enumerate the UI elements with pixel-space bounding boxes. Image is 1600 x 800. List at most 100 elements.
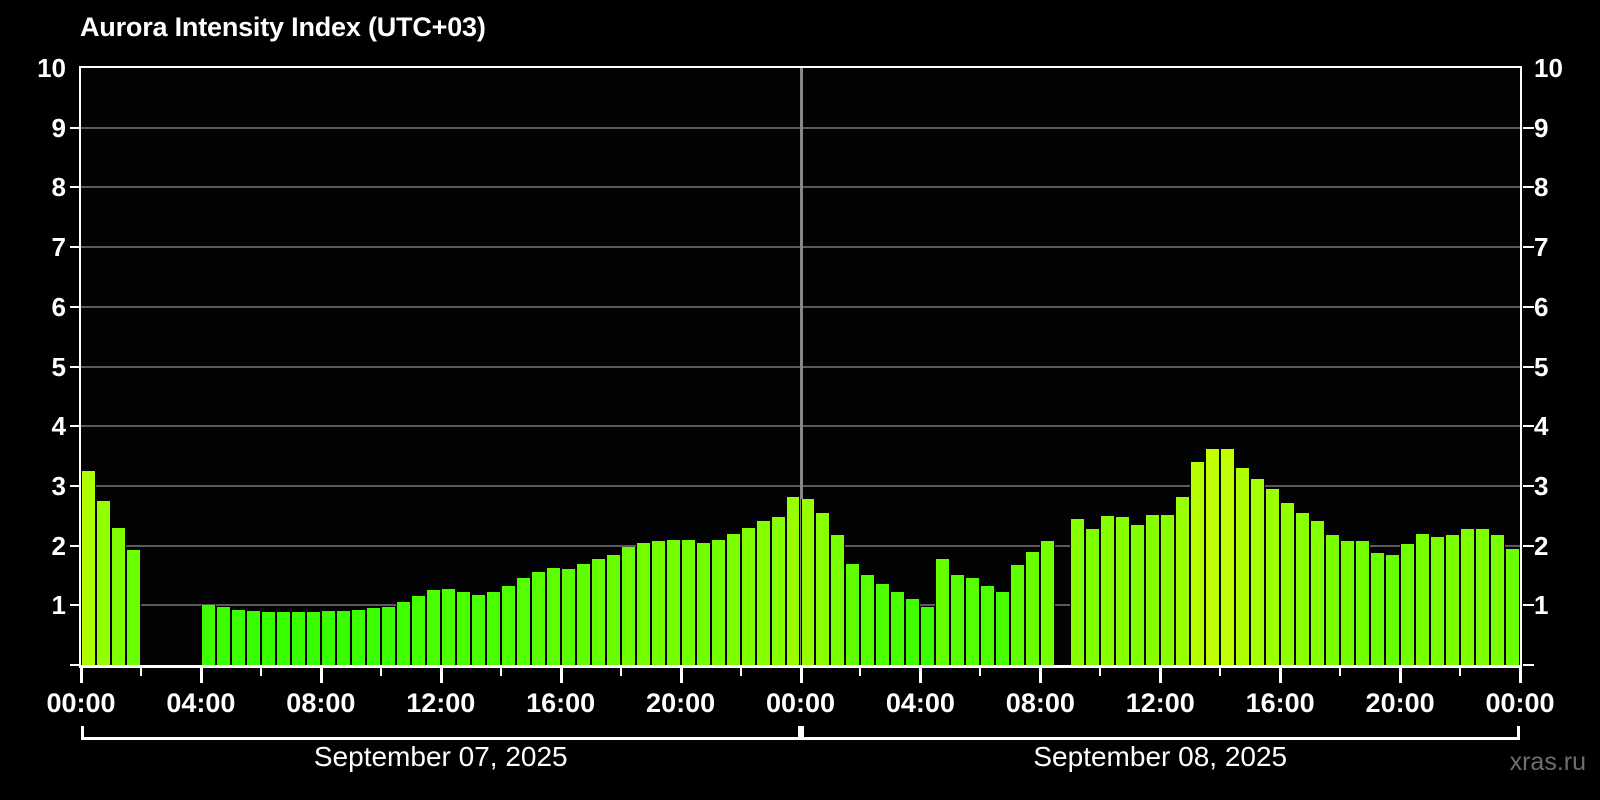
bar[interactable] <box>1400 544 1416 665</box>
bar[interactable] <box>425 590 441 665</box>
bar[interactable] <box>365 608 381 665</box>
bar[interactable] <box>1475 529 1491 665</box>
bar[interactable] <box>920 607 936 665</box>
bar[interactable] <box>455 592 471 665</box>
bar[interactable] <box>740 527 756 665</box>
x-tick-mark-42h <box>1339 666 1342 676</box>
bar[interactable] <box>830 534 846 665</box>
bar[interactable] <box>1085 528 1101 665</box>
bar[interactable] <box>800 499 816 665</box>
bar[interactable] <box>125 549 141 665</box>
bar[interactable] <box>680 539 696 665</box>
bar[interactable] <box>1220 448 1236 665</box>
y-tick-label-right-7: 7 <box>1534 232 1549 263</box>
bar[interactable] <box>1010 564 1026 665</box>
bar[interactable] <box>350 610 366 665</box>
bar[interactable] <box>545 567 561 665</box>
y-tick-label-right-6: 6 <box>1534 291 1549 322</box>
bar[interactable] <box>485 592 501 665</box>
bar[interactable] <box>590 558 606 665</box>
y-tick-label-left-1: 1 <box>51 590 66 621</box>
bar[interactable] <box>1040 541 1056 665</box>
bar[interactable] <box>1115 516 1131 665</box>
bar[interactable] <box>1160 514 1176 665</box>
bar[interactable] <box>1295 512 1311 665</box>
x-tick-mark-48h <box>1519 666 1522 683</box>
bar[interactable] <box>1175 496 1191 665</box>
bar[interactable] <box>1235 468 1251 665</box>
bar[interactable] <box>1490 534 1505 665</box>
bar[interactable] <box>710 539 726 665</box>
bar[interactable] <box>935 558 951 665</box>
bar[interactable] <box>1025 551 1041 665</box>
bar[interactable] <box>695 542 711 665</box>
bar[interactable] <box>890 592 906 665</box>
bar[interactable] <box>305 612 321 665</box>
bar[interactable] <box>1265 488 1281 665</box>
bar[interactable] <box>1445 534 1461 665</box>
bar[interactable] <box>815 512 831 665</box>
bar[interactable] <box>500 586 516 665</box>
bar[interactable] <box>335 611 351 665</box>
bar[interactable] <box>1310 520 1326 665</box>
bar[interactable] <box>395 602 411 665</box>
bar[interactable] <box>1070 518 1086 665</box>
bar[interactable] <box>575 563 591 665</box>
bar[interactable] <box>1190 462 1206 665</box>
bar[interactable] <box>665 539 681 665</box>
bar[interactable] <box>995 592 1011 665</box>
bar[interactable] <box>320 611 336 665</box>
bar[interactable] <box>845 563 861 665</box>
bar[interactable] <box>1145 514 1161 665</box>
bar[interactable] <box>230 610 246 665</box>
y-tick-label-right-8: 8 <box>1534 172 1549 203</box>
bar[interactable] <box>95 500 111 665</box>
bar[interactable] <box>1355 541 1371 665</box>
bar[interactable] <box>260 612 276 665</box>
bar[interactable] <box>875 584 891 665</box>
bar[interactable] <box>1370 552 1386 665</box>
bar[interactable] <box>905 599 921 665</box>
bar[interactable] <box>1340 540 1356 665</box>
bar[interactable] <box>755 520 771 665</box>
bar[interactable] <box>725 533 741 665</box>
bar[interactable] <box>410 596 426 665</box>
bar[interactable] <box>1250 478 1266 665</box>
bar[interactable] <box>635 542 651 665</box>
bar[interactable] <box>650 540 666 665</box>
bar[interactable] <box>1280 502 1296 665</box>
bar[interactable] <box>860 575 876 665</box>
bar[interactable] <box>785 496 801 665</box>
bar[interactable] <box>980 586 996 665</box>
bar[interactable] <box>110 527 126 665</box>
bar[interactable] <box>245 611 261 665</box>
bar[interactable] <box>1505 548 1520 665</box>
bar[interactable] <box>1325 534 1341 665</box>
bar[interactable] <box>560 569 576 665</box>
bar[interactable] <box>215 607 231 665</box>
bar[interactable] <box>440 588 456 665</box>
bar[interactable] <box>1205 448 1221 665</box>
bar[interactable] <box>1130 524 1146 665</box>
bar[interactable] <box>1430 536 1446 665</box>
bar[interactable] <box>275 612 291 665</box>
bar[interactable] <box>950 575 966 665</box>
x-tick-label-0h: 00:00 <box>46 688 116 718</box>
bar[interactable] <box>770 516 786 665</box>
bar[interactable] <box>530 572 546 665</box>
bar[interactable] <box>81 470 96 665</box>
bar[interactable] <box>470 594 486 665</box>
bar[interactable] <box>515 578 531 665</box>
bar[interactable] <box>200 605 216 665</box>
bar[interactable] <box>1460 528 1476 665</box>
bar[interactable] <box>620 547 636 665</box>
bar[interactable] <box>605 554 621 665</box>
bar[interactable] <box>1415 533 1431 665</box>
y-tick-mark-right-5 <box>1523 365 1534 368</box>
bar[interactable] <box>1100 515 1116 665</box>
y-tick-label-left-2: 2 <box>51 530 66 561</box>
bar[interactable] <box>380 606 396 665</box>
bar[interactable] <box>290 612 306 665</box>
bar[interactable] <box>965 578 981 665</box>
bar[interactable] <box>1385 554 1401 665</box>
